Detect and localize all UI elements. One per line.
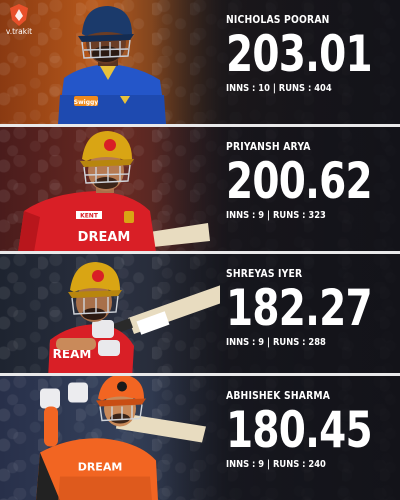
brand-logo: v.trakit xyxy=(4,4,34,44)
player-info-2: PRIYANSH ARYA 200.62 INNS : 9 | RUNS : 3… xyxy=(226,141,396,221)
brand-logo-text: v.trakit xyxy=(5,27,33,36)
player-card-4: DREAM ABHISHEK SHARMA 180.45 INNS : 9 | … xyxy=(0,376,400,500)
player-info-3: SHREYAS IYER 182.27 INNS : 9 | RUNS : 28… xyxy=(226,268,396,348)
player-info-4: ABHISHEK SHARMA 180.45 INNS : 9 | RUNS :… xyxy=(226,390,396,470)
svg-text:KENT: KENT xyxy=(80,213,99,220)
svg-text:DREAM: DREAM xyxy=(78,230,131,245)
vtrakit-shield-icon xyxy=(10,4,28,26)
strike-rate-value: 203.01 xyxy=(226,25,373,83)
strike-rate-value: 180.45 xyxy=(226,401,373,459)
strike-rate-value: 200.62 xyxy=(226,152,373,210)
panel-divider xyxy=(0,373,400,376)
svg-text:DREAM: DREAM xyxy=(78,461,123,474)
svg-text:Swiggy: Swiggy xyxy=(74,99,99,106)
player-stats: INNS : 9 | RUNS : 240 xyxy=(226,459,326,470)
strike-rate-value: 182.27 xyxy=(226,279,373,337)
player-name: NICHOLAS POORAN xyxy=(226,14,330,26)
player-stats: INNS : 9 | RUNS : 288 xyxy=(226,337,326,348)
panel-divider xyxy=(0,251,400,254)
player-stats: INNS : 9 | RUNS : 323 xyxy=(226,210,326,221)
player-photo-pooran: Swiggy xyxy=(58,6,166,125)
player-card-1: Swiggy NICHOLAS POORAN 203.01 INNS : 10 … xyxy=(0,0,400,125)
panel-divider xyxy=(0,124,400,127)
player-name: PRIYANSH ARYA xyxy=(226,141,311,153)
svg-text:REAM: REAM xyxy=(53,347,92,361)
player-card-2: KENT DREAM PRIYANSH ARYA 200.62 INNS : 9… xyxy=(0,127,400,252)
player-photo-iyer: REAM xyxy=(48,262,220,379)
player-photo-sharma: DREAM xyxy=(36,376,206,500)
player-photo-arya: KENT DREAM xyxy=(18,131,210,252)
player-name: SHREYAS IYER xyxy=(226,268,303,280)
player-stats: INNS : 10 | RUNS : 404 xyxy=(226,83,332,94)
player-info-1: NICHOLAS POORAN 203.01 INNS : 10 | RUNS … xyxy=(226,14,396,94)
player-name: ABHISHEK SHARMA xyxy=(226,390,331,402)
player-card-3: REAM SHREYAS IYER 182.27 INNS : 9 | RUNS… xyxy=(0,254,400,379)
